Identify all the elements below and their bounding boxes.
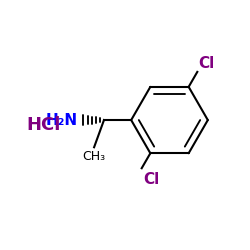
Text: HCl: HCl bbox=[26, 116, 60, 134]
Text: Cl: Cl bbox=[198, 56, 215, 71]
Text: H₂N: H₂N bbox=[46, 112, 78, 128]
Text: CH₃: CH₃ bbox=[82, 150, 106, 163]
Text: Cl: Cl bbox=[143, 172, 159, 187]
